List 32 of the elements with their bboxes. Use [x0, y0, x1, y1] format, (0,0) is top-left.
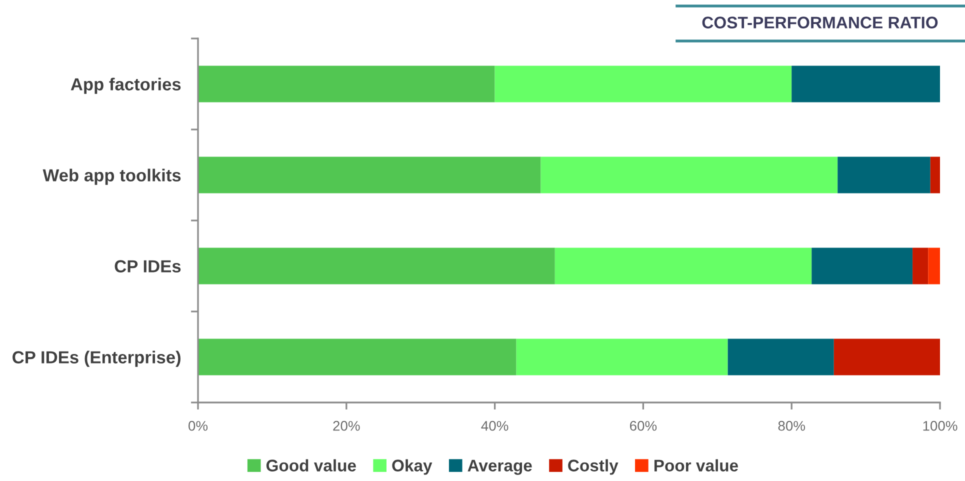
bar: [834, 338, 940, 376]
bar: [912, 248, 928, 284]
y-tick-label: App factories: [70, 78, 181, 94]
chart-title: COST-PERFORMANCE RATIO: [702, 16, 938, 28]
bar: [792, 66, 940, 102]
x-tick-label: 40%: [481, 420, 508, 431]
legend-label: Good value: [266, 459, 356, 472]
x-tick-label: 100%: [923, 420, 958, 431]
legend-label: Poor value: [654, 459, 738, 472]
y-tick-label: Web app toolkits: [42, 168, 181, 185]
bar: [494, 66, 792, 102]
x-tick-label: 0%: [188, 420, 208, 431]
bar: [928, 248, 940, 284]
bar: [198, 338, 516, 376]
legend-label: Okay: [392, 459, 432, 475]
x-tick-label: 60%: [630, 420, 657, 431]
bar: [930, 156, 940, 194]
legend-label: Average: [468, 460, 532, 475]
bar: [198, 248, 555, 284]
bar: [516, 338, 728, 376]
bar: [554, 248, 812, 284]
y-tick-label: CP IDEs: [114, 260, 181, 272]
bar: [728, 338, 834, 376]
bar: [198, 156, 541, 194]
legend-label: Costly: [568, 459, 618, 475]
bar: [540, 156, 838, 194]
x-tick-label: 20%: [333, 420, 360, 431]
bar: [198, 66, 495, 102]
y-tick-label: CP IDEs (Enterprise): [12, 350, 180, 367]
x-tick-label: 80%: [778, 420, 806, 431]
bar: [838, 156, 930, 194]
bar: [812, 248, 913, 284]
